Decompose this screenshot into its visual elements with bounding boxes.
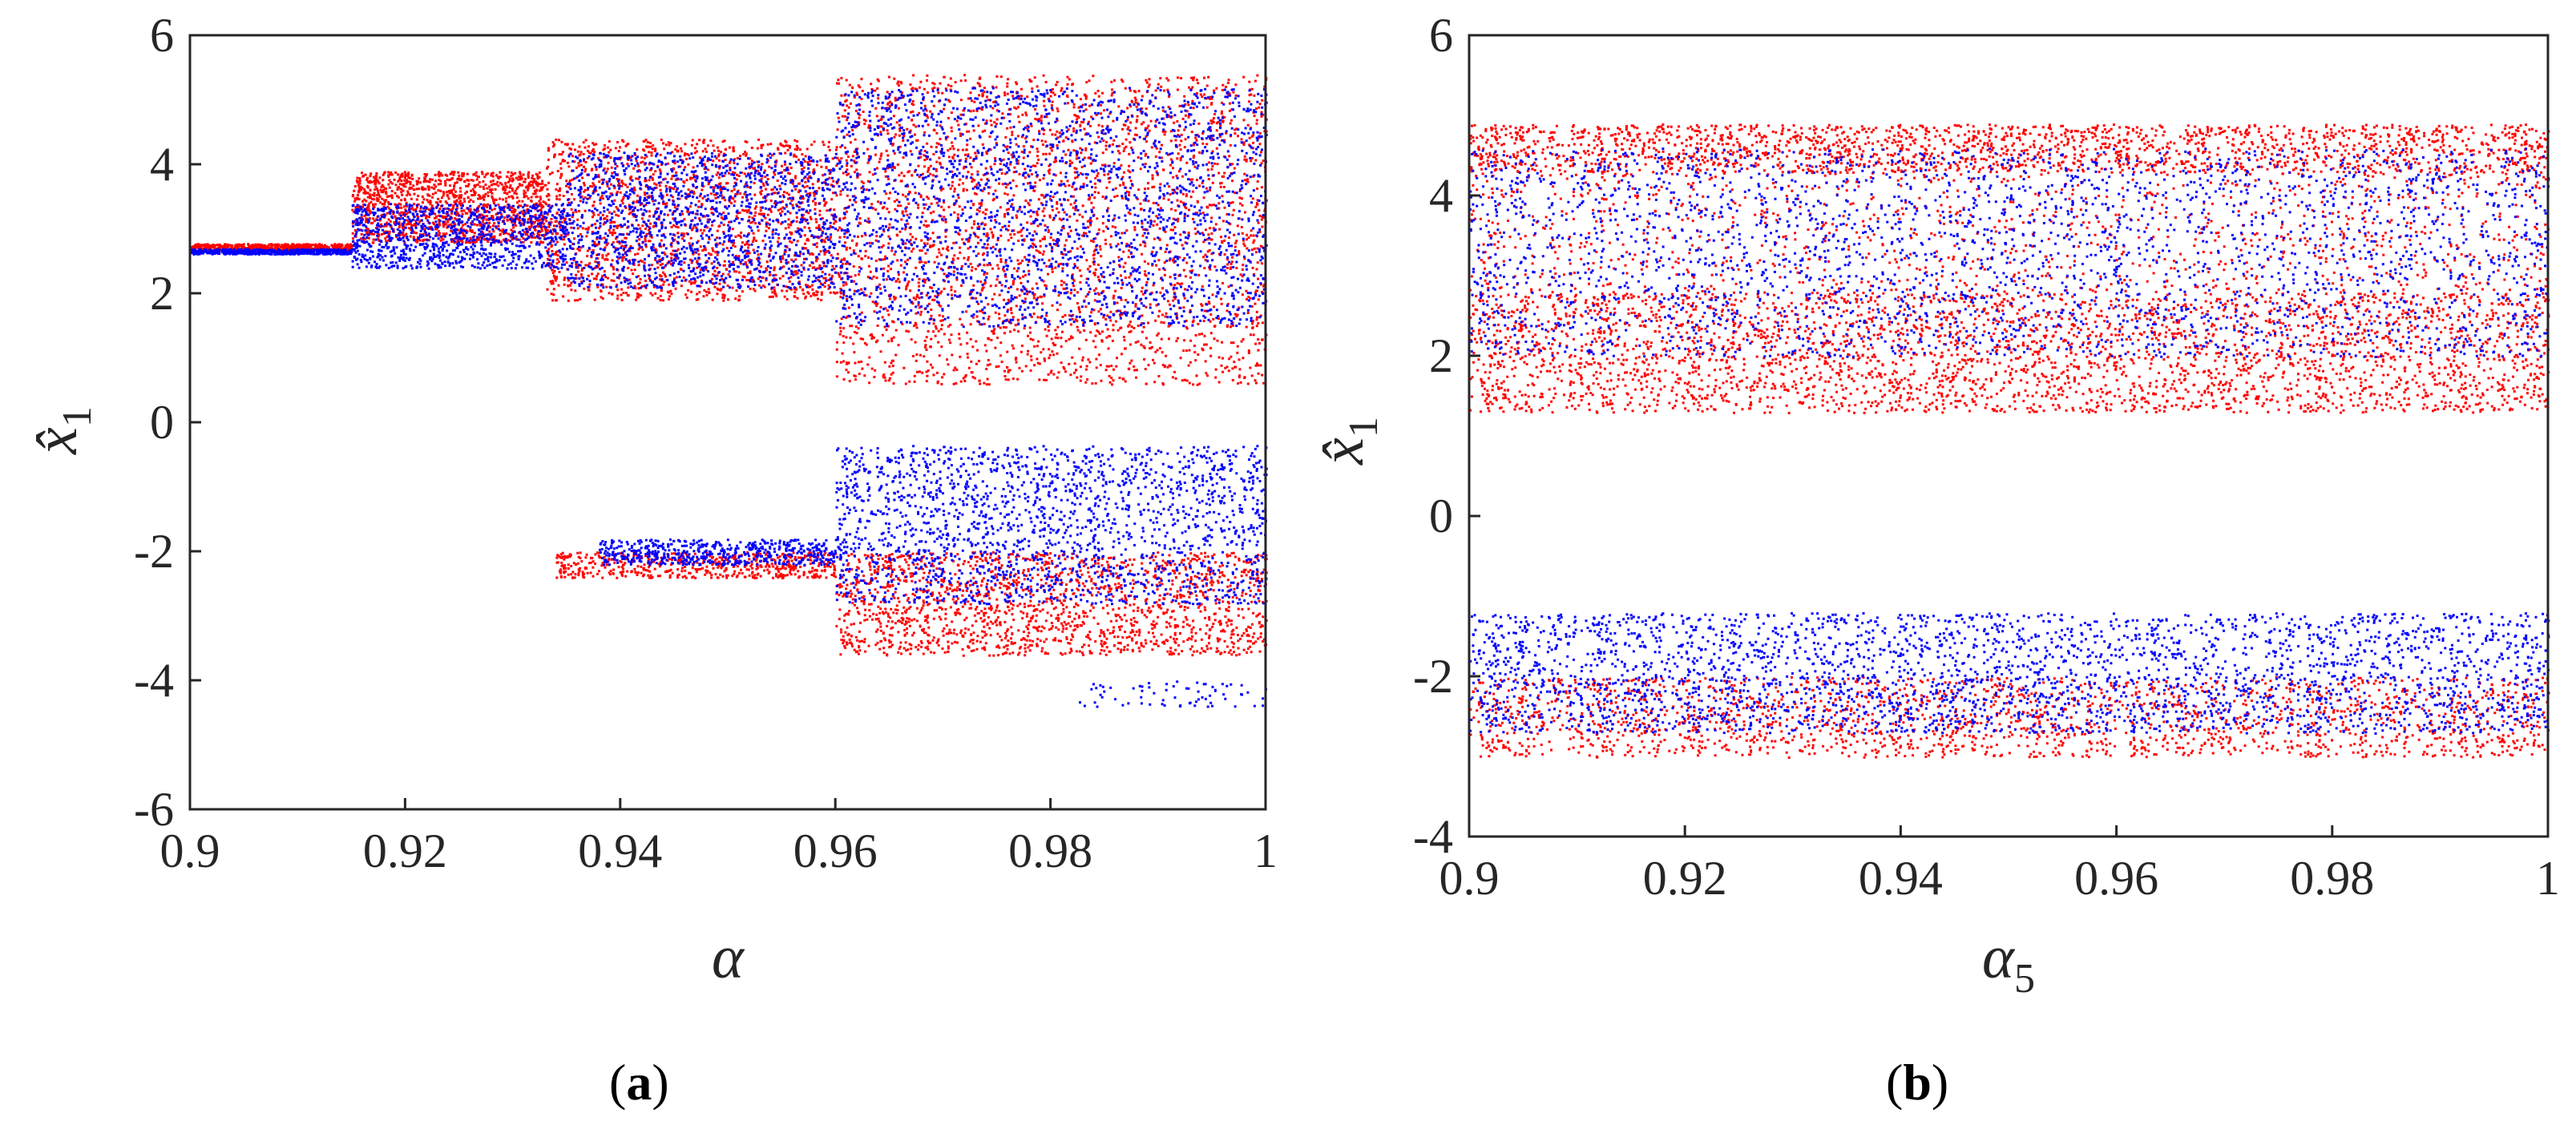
scatter-blue-region-1 — [1469, 612, 2550, 735]
x-tick-label: 1 — [2536, 852, 2560, 905]
x-tick-label: 0.9 — [1439, 852, 1500, 905]
y-tick-label: 2 — [1429, 329, 1453, 382]
x-axis-label-a: α — [712, 924, 745, 991]
scatter-blue-region-4 — [599, 538, 838, 567]
plot-frame-b — [1468, 34, 2550, 838]
scatter-red-region-2 — [544, 138, 838, 302]
x-tick-label: 0.98 — [2290, 852, 2374, 905]
x-tick-label: 0.96 — [793, 825, 878, 877]
x-tick-label: 0.92 — [363, 825, 447, 877]
y-axis-a: -6 -4 -2 0 2 4 6 — [134, 9, 201, 836]
y-tick-label: 4 — [1429, 169, 1453, 222]
y-tick-label: -2 — [1413, 650, 1453, 703]
svg-text:x̂1: x̂1 — [22, 406, 100, 455]
x-tick-label: 0.96 — [2074, 852, 2158, 905]
y-axis-label-b: x̂1 — [1309, 417, 1387, 466]
y-axis-label-a: x̂1 — [22, 406, 100, 455]
svg-text:x̂1: x̂1 — [1309, 417, 1387, 466]
panel-a: 0.9 0.92 0.94 0.96 0.98 1 -6 -4 -2 0 2 4 6 α x̂1 (a… — [22, 9, 1278, 1111]
scatter-red-region-1 — [1469, 123, 2550, 174]
y-tick-label: 2 — [150, 267, 174, 320]
y-tick-label: 0 — [1429, 490, 1453, 542]
x-tick-label: 0.9 — [160, 825, 220, 877]
scatter-blue-region-6 — [1079, 680, 1267, 708]
y-axis-b: -4 -2 0 2 4 6 — [1413, 9, 1480, 863]
panel-caption-a: (a) — [609, 1054, 669, 1111]
x-tick-label: 0.92 — [1643, 852, 1727, 905]
scatter-blue-region-3 — [835, 87, 1268, 329]
panel-caption-b: (b) — [1886, 1054, 1948, 1111]
y-tick-label: 4 — [150, 138, 174, 191]
scatter-red-region-3 — [835, 74, 1268, 386]
scatter-blue-region-5 — [835, 445, 1268, 606]
scatter-blue-region-0 — [1469, 147, 2550, 358]
y-tick-label: 6 — [1429, 9, 1453, 62]
scatter-red-region-1 — [351, 171, 547, 244]
y-tick-label: -6 — [134, 783, 174, 836]
scatter-red-region-4 — [555, 551, 838, 580]
x-axis-b: 0.9 0.92 0.94 0.96 0.98 1 — [1439, 825, 2560, 905]
x-tick-label: 0.98 — [1008, 825, 1092, 877]
y-tick-label: -2 — [134, 525, 174, 578]
scatter-blue-region-2 — [566, 151, 838, 289]
x-tick-label: 1 — [1254, 825, 1278, 877]
x-tick-label: 0.94 — [1859, 852, 1943, 905]
scatter-points-a — [190, 74, 1268, 708]
scatter-red-region-3 — [1469, 676, 2550, 759]
y-tick-label: 6 — [150, 9, 174, 62]
x-axis-label-b: α5 — [1982, 924, 2035, 1002]
y-tick-label: -4 — [134, 654, 174, 707]
y-tick-label: -4 — [1413, 810, 1453, 863]
y-tick-label: 0 — [150, 396, 174, 449]
panel-b: 0.9 0.92 0.94 0.96 0.98 1 -4 -2 0 2 4 6 α5 x̂1 (b) — [1309, 9, 2560, 1111]
scatter-blue-region-1 — [351, 203, 569, 270]
scatter-points-b — [1469, 123, 2550, 759]
plot-frame-a — [188, 34, 1267, 811]
scatter-red-region-0 — [1469, 292, 2550, 414]
scatter-blue-region-0 — [190, 248, 353, 256]
x-tick-label: 0.94 — [578, 825, 662, 877]
x-axis-a: 0.9 0.92 0.94 0.96 0.98 1 — [160, 798, 1278, 877]
